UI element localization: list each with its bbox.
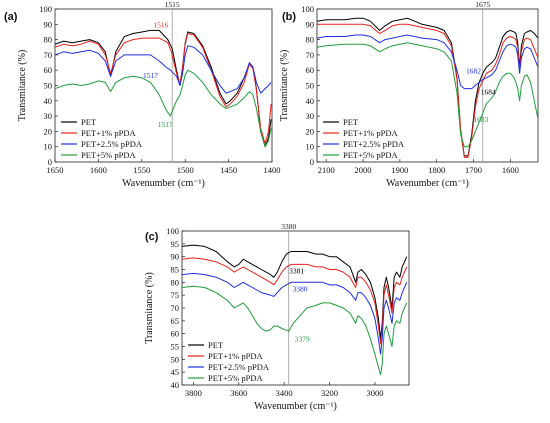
series-line bbox=[182, 244, 408, 340]
legend-entry: PET bbox=[343, 117, 359, 127]
y-tick-label: 100 bbox=[301, 4, 314, 14]
x-tick-label: 1450 bbox=[220, 165, 237, 175]
legend-entry: PET+5% pPDA bbox=[81, 150, 136, 160]
y-tick-label: 80 bbox=[44, 35, 53, 45]
x-tick-label: 1650 bbox=[47, 165, 64, 175]
panel-1: (b) 0 10 20 30 40 50 60 70 80 90 100 2100 2000 1900 180… bbox=[279, 0, 539, 189]
panel-label: (b) bbox=[282, 11, 296, 23]
y-tick-label: 40 bbox=[44, 96, 53, 106]
x-tick-label: 3600 bbox=[230, 388, 247, 398]
y-tick-label: 65 bbox=[171, 316, 180, 326]
y-tick-label: 70 bbox=[44, 50, 53, 60]
y-tick-label: 30 bbox=[306, 111, 315, 121]
x-tick-label: 1900 bbox=[391, 165, 408, 175]
series-line bbox=[317, 34, 538, 90]
y-tick-label: 80 bbox=[306, 35, 315, 45]
peak-annotation: 3380 bbox=[293, 284, 308, 293]
y-axis-title: Transmitance (%) bbox=[144, 272, 155, 344]
x-axis-title: Wavenumber (cm⁻¹) bbox=[122, 178, 205, 189]
peak-annotation: 1517 bbox=[143, 71, 158, 80]
x-tick-label: 3400 bbox=[276, 388, 293, 398]
y-tick-label: 20 bbox=[44, 126, 53, 136]
y-tick-label: 55 bbox=[171, 342, 180, 352]
y-tick-label: 75 bbox=[171, 290, 180, 300]
y-tick-label: 60 bbox=[44, 65, 53, 75]
peak-annotation: 1517 bbox=[158, 120, 173, 129]
y-tick-label: 100 bbox=[166, 226, 179, 236]
y-tick-label: 85 bbox=[171, 265, 180, 275]
x-tick-label: 2000 bbox=[355, 165, 372, 175]
y-tick-label: 95 bbox=[171, 239, 180, 249]
y-tick-label: 10 bbox=[306, 142, 315, 152]
y-tick-label: 60 bbox=[171, 329, 180, 339]
series-line bbox=[317, 42, 538, 148]
x-tick-label: 2100 bbox=[318, 165, 335, 175]
peak-annotation: 1682 bbox=[466, 66, 481, 75]
legend-entry: PET+1% pPDA bbox=[343, 128, 398, 138]
x-tick-label: 1700 bbox=[465, 165, 482, 175]
y-axis-title: Transmitance (%) bbox=[17, 50, 28, 122]
x-tick-label: 3000 bbox=[366, 388, 383, 398]
y-axis-title: Transmitance (%) bbox=[279, 50, 290, 122]
y-tick-label: 30 bbox=[44, 111, 53, 121]
reference-line-label: 3380 bbox=[281, 222, 296, 231]
x-tick-label: 1400 bbox=[264, 165, 281, 175]
y-tick-label: 70 bbox=[171, 303, 180, 313]
reference-line-label: 1515 bbox=[165, 0, 180, 9]
x-tick-label: 3200 bbox=[321, 388, 338, 398]
legend-entry: PET+5% pPDA bbox=[343, 150, 398, 160]
peak-annotation: 3381 bbox=[289, 266, 304, 275]
reference-line-label: 1675 bbox=[475, 0, 490, 9]
series-line bbox=[182, 272, 408, 355]
y-tick-label: 50 bbox=[306, 81, 315, 91]
legend-entry: PET+5% pPDA bbox=[208, 373, 263, 383]
legend-entry: PET bbox=[208, 340, 224, 350]
x-tick-label: 3800 bbox=[185, 388, 202, 398]
x-tick-label: 1600 bbox=[90, 165, 107, 175]
y-tick-label: 60 bbox=[306, 65, 315, 75]
series-line bbox=[317, 23, 538, 158]
peak-annotation: 1684 bbox=[481, 88, 496, 97]
legend-entry: PET+2.5% pPDA bbox=[208, 362, 270, 372]
legend-entry: PET+2.5% pPDA bbox=[343, 139, 405, 149]
x-tick-label: 1500 bbox=[177, 165, 194, 175]
y-tick-label: 80 bbox=[171, 277, 180, 287]
series-line bbox=[182, 285, 408, 376]
x-tick-label: 1800 bbox=[428, 165, 445, 175]
y-tick-label: 90 bbox=[171, 252, 180, 262]
panel-label: (c) bbox=[145, 231, 159, 243]
legend-entry: PET bbox=[81, 117, 97, 127]
y-tick-label: 50 bbox=[44, 81, 53, 91]
x-tick-label: 1550 bbox=[133, 165, 150, 175]
y-tick-label: 40 bbox=[171, 380, 180, 390]
panel-0: (a) 0 10 20 30 40 50 60 70 80 90 100 1650 1600 1550 150… bbox=[4, 0, 281, 189]
y-tick-label: 90 bbox=[44, 19, 53, 29]
y-tick-label: 10 bbox=[44, 142, 53, 152]
series-line bbox=[55, 33, 272, 145]
legend-entry: PET+1% pPDA bbox=[81, 128, 136, 138]
y-tick-label: 50 bbox=[171, 354, 180, 364]
series-line bbox=[55, 69, 272, 148]
series-line bbox=[55, 45, 272, 94]
peak-annotation: 1683 bbox=[473, 115, 488, 124]
y-tick-label: 70 bbox=[306, 50, 315, 60]
legend-entry: PET+2.5% pPDA bbox=[81, 139, 143, 149]
x-tick-label: 1600 bbox=[502, 165, 519, 175]
x-axis-title: Wavenumber (cm⁻¹) bbox=[254, 401, 337, 412]
panel-label: (a) bbox=[4, 11, 18, 23]
y-tick-label: 45 bbox=[171, 367, 180, 377]
y-tick-label: 0 bbox=[310, 157, 314, 167]
legend-entry: PET+1% pPDA bbox=[208, 351, 263, 361]
peak-annotation: 1516 bbox=[153, 20, 168, 29]
y-tick-label: 100 bbox=[39, 4, 52, 14]
x-axis-title: Wavenumber (cm⁻¹) bbox=[386, 178, 469, 189]
peak-annotation: 3379 bbox=[295, 334, 310, 343]
y-tick-label: 90 bbox=[306, 19, 315, 29]
panel-2: (c) 40 45 50 55 60 65 70 75 80 85 90 95 100 3800 3600 34… bbox=[144, 222, 410, 412]
y-tick-label: 40 bbox=[306, 96, 315, 106]
y-tick-label: 0 bbox=[48, 157, 52, 167]
y-tick-label: 20 bbox=[306, 126, 315, 136]
series-line bbox=[182, 257, 408, 345]
